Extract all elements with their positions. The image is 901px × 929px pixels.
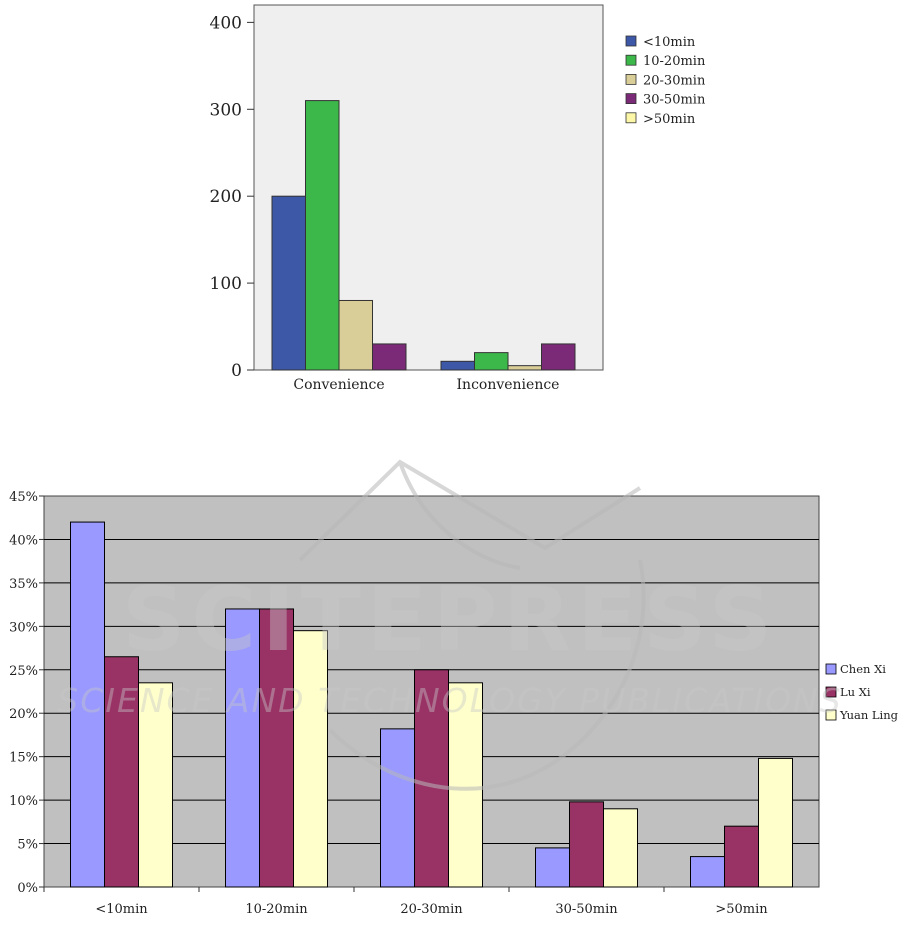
y-tick-label: 0% <box>17 881 38 896</box>
bar <box>372 343 407 371</box>
bar <box>541 343 576 371</box>
bar <box>448 682 483 888</box>
legend-swatch <box>625 35 637 47</box>
bar <box>724 825 759 888</box>
legend-swatch <box>625 93 637 104</box>
category-label: Inconvenience <box>457 377 560 393</box>
legend-swatch <box>825 663 837 675</box>
bar <box>104 656 139 888</box>
bar <box>603 808 638 888</box>
category-label: >50min <box>715 902 768 917</box>
bar <box>225 608 260 888</box>
legend-label: Lu Xi <box>840 685 871 699</box>
bar <box>293 630 328 888</box>
legend-label: >50min <box>643 112 696 127</box>
y-tick-label: 0 <box>231 361 242 381</box>
bar <box>474 352 509 371</box>
bar <box>70 521 105 888</box>
category-label: 20-30min <box>400 902 463 917</box>
legend-swatch <box>625 112 637 124</box>
category-label: 30-50min <box>555 902 618 917</box>
legend-label: 10-20min <box>643 54 706 69</box>
y-tick-label: 25% <box>9 664 38 679</box>
bar <box>138 682 173 888</box>
y-tick-label: 100 <box>210 274 242 294</box>
category-label: Convenience <box>293 377 384 393</box>
legend-label: Chen Xi <box>840 662 886 676</box>
chart-bottom-bar: 0% 5% 10% 15% 20% 25% 30% 35% 40% 45% <10min 10-20m… <box>9 490 899 917</box>
y-tick-label: 35% <box>9 577 38 592</box>
bar <box>569 801 604 888</box>
y-tick-label: 45% <box>9 490 38 505</box>
bar <box>259 608 294 888</box>
legend-swatch <box>825 709 837 721</box>
bar <box>271 195 306 371</box>
category-label: <10min <box>95 902 148 917</box>
y-tick-label: 15% <box>9 751 38 766</box>
legend-label: 20-30min <box>643 73 706 88</box>
y-tick-label: 10% <box>9 794 38 809</box>
bar <box>507 365 542 371</box>
legend-label: Yuan Ling <box>839 708 899 722</box>
category-label: 10-20min <box>245 902 308 917</box>
y-tick-label: 40% <box>9 533 38 548</box>
legend-swatch <box>825 686 837 698</box>
legend-swatch <box>625 74 637 85</box>
bar <box>380 728 415 888</box>
y-tick-label: 200 <box>210 187 242 207</box>
y-tick-label: 20% <box>9 707 38 722</box>
bar <box>758 757 793 888</box>
chart-top-bar: 0 100 200 300 400 Convenience Inconvenience <10… <box>210 4 706 393</box>
legend-label: 30-50min <box>643 93 706 108</box>
legend-swatch <box>625 54 637 66</box>
bar <box>535 847 570 888</box>
y-tick-label: 5% <box>17 838 38 853</box>
legend-label: <10min <box>643 35 696 50</box>
y-tick-label: 300 <box>210 100 242 120</box>
bar <box>305 100 340 371</box>
bar <box>690 856 725 888</box>
y-tick-label: 400 <box>210 13 242 33</box>
bar <box>440 360 475 371</box>
bar <box>414 669 449 888</box>
y-tick-label: 30% <box>9 620 38 635</box>
bar <box>338 299 373 371</box>
